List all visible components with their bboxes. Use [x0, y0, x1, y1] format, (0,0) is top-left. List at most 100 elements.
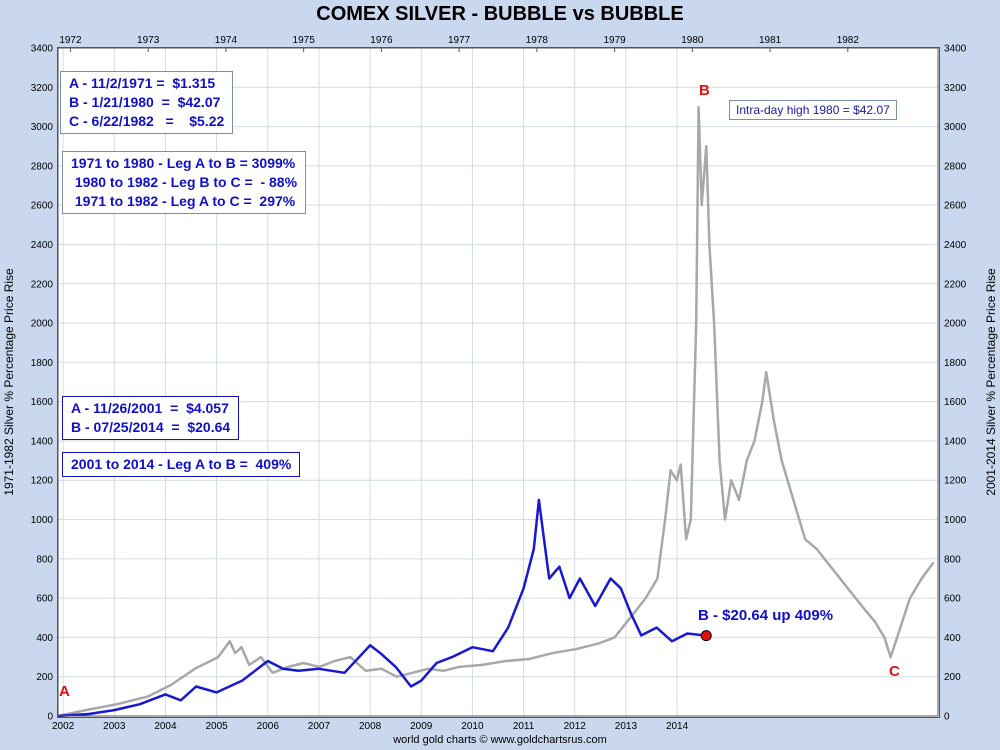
data-point-1971-1982: [883, 636, 886, 639]
data-point-1971-1982: [528, 658, 530, 660]
data-point-1971-1982: [862, 607, 865, 609]
data-point-1971-1982: [932, 561, 935, 564]
data-point-2001-2014: [548, 577, 550, 580]
y-tick-label-left: 3400: [31, 44, 54, 55]
data-point-1971-1982: [815, 548, 818, 550]
data-point-1971-1982: [773, 420, 775, 423]
x-tick-label-bottom: 2005: [205, 721, 228, 732]
y-tick-label-right: 1000: [944, 515, 967, 526]
data-point-1971-1982: [920, 577, 923, 580]
data-point-2001-2014: [594, 605, 597, 607]
data-point-2001-2014: [179, 699, 182, 702]
data-point-1971-1982: [708, 243, 711, 246]
data-point-2001-2014: [343, 671, 346, 674]
data-point-1971-1982: [889, 656, 892, 658]
data-point-1971-1982: [411, 671, 414, 674]
data-point-1971-1982: [613, 636, 616, 639]
data-point-1971-1982: [738, 499, 740, 501]
data-point-1971-1982: [656, 577, 659, 580]
data-point-2001-2014: [619, 587, 622, 590]
data-point-2001-2014: [113, 709, 116, 711]
data-point-1971-1982: [669, 469, 672, 472]
data-point-1971-1982: [240, 646, 243, 649]
y-tick-label-left: 2200: [31, 279, 54, 290]
data-point-2001-2014: [394, 666, 397, 668]
data-point-1971-1982: [248, 664, 251, 666]
plot-frame: [57, 47, 939, 717]
data-point-2001-2014: [297, 670, 300, 672]
data-point-2001-2014: [87, 713, 90, 715]
data-point-1971-1982: [679, 463, 682, 466]
y-axis-title-left: 1971-1982 Silver % Percentage Price Rise: [2, 268, 16, 496]
x-tick-label-top: 1976: [370, 35, 393, 46]
data-point-1971-1982: [427, 668, 429, 670]
data-point-1971-1982: [287, 666, 289, 668]
data-point-1971-1982: [730, 479, 733, 482]
y-tick-label-right: 3200: [944, 83, 967, 94]
data-point-2001-2014: [164, 693, 167, 696]
data-point-1971-1982: [745, 459, 748, 462]
x-tick-label-bottom: 2006: [257, 721, 280, 732]
data-point-1971-1982: [234, 652, 237, 654]
data-point-1971-1982: [629, 616, 631, 619]
data-point-1971-1982: [147, 695, 149, 698]
data-point-2001-2014: [538, 499, 540, 501]
data-point-1971-1982: [504, 660, 507, 662]
y-tick-label-left: 2800: [31, 161, 54, 172]
data-point-2001-2014: [522, 587, 525, 590]
data-point-1971-1982: [349, 656, 352, 658]
y-tick-label-right: 1600: [944, 397, 967, 408]
y-tick-label-left: 0: [47, 712, 53, 723]
y-tick-label-right: 0: [944, 712, 950, 723]
x-tick-label-bottom: 2011: [513, 721, 535, 732]
data-point-1971-1982: [705, 145, 708, 148]
data-point-1971-1982: [847, 587, 849, 590]
x-tick-label-top: 1981: [759, 35, 782, 46]
data-point-1971-1982: [804, 538, 806, 540]
y-tick-label-right: 3000: [944, 122, 967, 133]
x-tick-label-top: 1978: [526, 35, 549, 46]
data-point-1971-1982: [831, 567, 834, 570]
series-line-1971-1982: [57, 105, 935, 718]
data-point-1971-1982: [689, 518, 692, 521]
y-tick-label-right: 2400: [944, 240, 967, 251]
data-point-1971-1982: [664, 518, 666, 521]
data-point-1971-1982: [780, 459, 783, 462]
x-tick-label-bottom: 2010: [461, 721, 484, 732]
y-tick-label-left: 3200: [31, 83, 54, 94]
x-tick-label-bottom: 2004: [154, 721, 177, 732]
data-point-1971-1982: [695, 322, 698, 324]
x-tick-label-bottom: 2007: [308, 721, 331, 732]
data-point-1971-1982: [396, 675, 398, 678]
marker-b-current-label: B - $20.64 up 409%: [698, 607, 834, 624]
data-point-1971-1982: [551, 652, 554, 654]
intraday-high-note: Intra-day high 1980 = $42.07: [729, 100, 897, 120]
x-tick-label-bottom: 2009: [410, 721, 433, 732]
data-point-1971-1982: [229, 640, 231, 643]
y-tick-label-left: 2400: [31, 240, 54, 251]
y-tick-label-right: 200: [944, 672, 961, 683]
data-point-1971-1982: [700, 204, 703, 206]
data-point-2001-2014: [379, 652, 382, 654]
data-point-2001-2014: [451, 656, 453, 658]
data-point-2001-2014: [655, 626, 658, 629]
data-point-1971-1982: [598, 642, 600, 645]
y-tick-label-left: 1000: [31, 515, 54, 526]
data-point-1971-1982: [685, 538, 687, 540]
data-point-2001-2014: [318, 668, 320, 670]
data-point-1971-1982: [302, 662, 305, 664]
x-tick-label-bottom: 2012: [564, 721, 587, 732]
data-point-1971-1982: [675, 479, 678, 482]
y-tick-label-left: 1200: [31, 476, 54, 487]
y-tick-label-left: 200: [36, 672, 53, 683]
x-tick-label-top: 1977: [448, 35, 471, 46]
y-tick-label-left: 1800: [31, 358, 54, 369]
y-tick-label-right: 1800: [944, 358, 967, 369]
data-point-2001-2014: [241, 679, 243, 682]
data-point-1971-1982: [458, 666, 460, 668]
current-price-dot: [700, 630, 712, 642]
data-point-1971-1982: [909, 597, 911, 599]
y-tick-label-right: 800: [944, 554, 961, 565]
y-tick-label-right: 3400: [944, 44, 967, 55]
dates-box-2000s: A - 11/26/2001 = $4.057 B - 07/25/2014 =…: [62, 396, 240, 440]
